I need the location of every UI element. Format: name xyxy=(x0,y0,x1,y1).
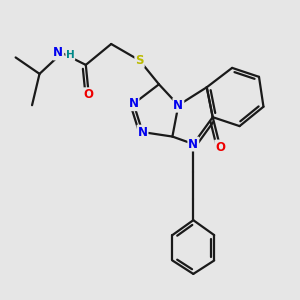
Text: N: N xyxy=(137,126,148,139)
Text: N: N xyxy=(53,46,63,59)
Text: N: N xyxy=(173,99,183,112)
Text: O: O xyxy=(215,140,225,154)
Text: N: N xyxy=(188,137,198,151)
Text: O: O xyxy=(84,88,94,101)
Text: H: H xyxy=(66,50,75,60)
Text: N: N xyxy=(129,97,139,110)
Text: S: S xyxy=(135,54,144,67)
